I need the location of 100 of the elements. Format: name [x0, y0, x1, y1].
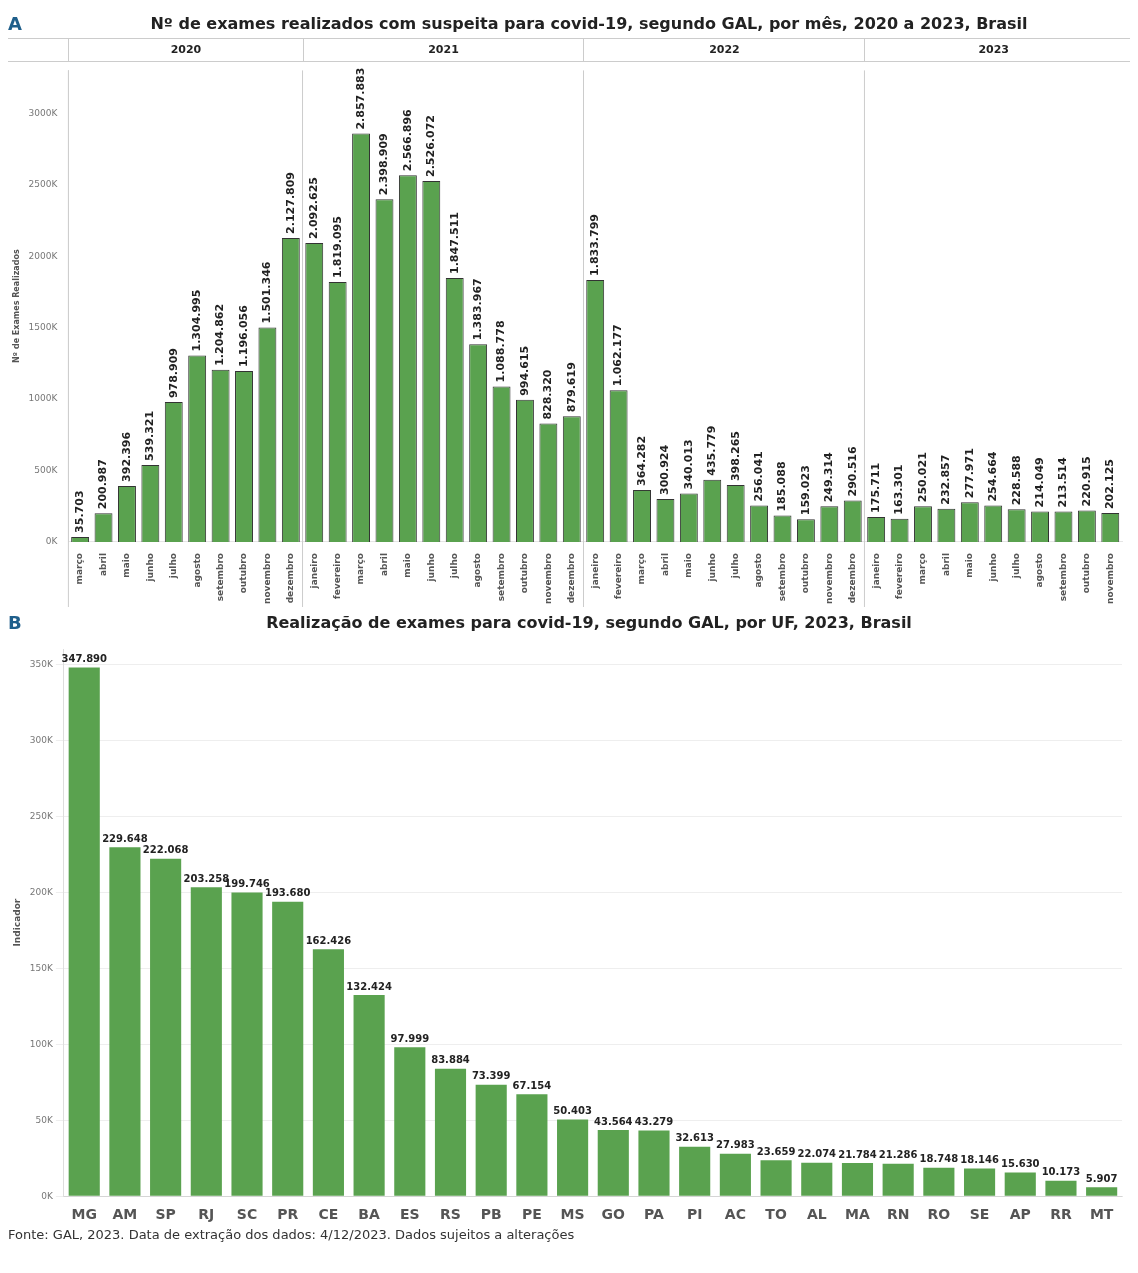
source-note: Fonte: GAL, 2023. Data de extração dos dados: 4/12/2023. Dados sujeitos a alterações	[8, 1227, 576, 1242]
x-tick-label: novembro	[542, 553, 553, 605]
x-tick-label: janeiro	[870, 553, 881, 590]
data-label: 185.088	[775, 461, 789, 512]
y-tick-label: 200K	[29, 886, 54, 897]
x-tick-label: fevereiro	[612, 553, 623, 600]
data-label: 1.819.095	[330, 216, 344, 279]
x-tick-label: março	[355, 553, 366, 585]
x-tick-label: MG	[71, 1206, 97, 1223]
x-tick-label: TO	[765, 1206, 787, 1223]
data-label: 364.282	[634, 435, 648, 486]
data-label: 23.659	[756, 1145, 796, 1157]
x-tick-label: maio	[683, 553, 694, 578]
data-label: 22.074	[797, 1148, 837, 1160]
data-label: 214.049	[1032, 457, 1046, 508]
x-tick-label: julho	[1010, 553, 1021, 580]
data-label: 2.398.909	[377, 133, 391, 196]
data-label: 2.857.883	[353, 67, 367, 130]
bar	[68, 667, 100, 1196]
data-label: 2.566.896	[400, 108, 414, 172]
bar	[923, 1167, 955, 1196]
bar	[1004, 1172, 1036, 1196]
text: A	[8, 12, 23, 34]
x-tick-label: abril	[659, 553, 670, 577]
x-tick-label: novembro	[261, 553, 272, 605]
x-tick-label: BA	[358, 1206, 381, 1223]
x-tick-label: MS	[560, 1206, 585, 1223]
x-tick-label: SC	[236, 1206, 258, 1223]
bar	[312, 949, 344, 1196]
x-tick-label: julho	[168, 553, 179, 580]
data-label: 1.833.799	[588, 213, 602, 276]
x-tick-label: abril	[97, 553, 108, 577]
data-label: 994.615	[517, 345, 531, 396]
data-label: 10.173	[1041, 1166, 1081, 1178]
y-axis-title: Nº de Exames Realizados	[11, 249, 21, 364]
data-label: 879.619	[564, 362, 578, 413]
x-tick-label: MT	[1089, 1206, 1114, 1223]
bar	[434, 1068, 467, 1196]
data-label: 1.088.778	[494, 320, 508, 383]
data-label: 1.196.056	[236, 304, 250, 368]
y-tick-label: 2000K	[28, 250, 59, 261]
data-label: 18.146	[960, 1154, 999, 1166]
y-tick-label: 0K	[45, 536, 59, 547]
x-tick-label: novembro	[1104, 553, 1115, 605]
data-label: 73.399	[471, 1070, 511, 1082]
bar	[597, 1129, 629, 1196]
bar	[760, 1160, 792, 1196]
data-label: 1.304.995	[190, 289, 204, 352]
bar	[841, 1163, 874, 1196]
x-tick-label: SE	[969, 1206, 990, 1223]
x-tick-label: março	[917, 553, 928, 585]
x-tick-label: setembro	[1057, 553, 1068, 602]
data-label: 18.748	[919, 1153, 959, 1165]
data-label: 35.703	[72, 490, 86, 533]
x-tick-label: PI	[686, 1206, 703, 1223]
data-label: 2.127.809	[283, 171, 297, 234]
data-label: 162.426	[305, 934, 352, 946]
x-tick-label: junho	[144, 553, 155, 583]
bar	[353, 994, 385, 1196]
bar	[963, 1168, 996, 1196]
y-tick-label: 50K	[35, 1114, 54, 1125]
data-label: 392.396	[119, 431, 133, 482]
x-tick-label: MA	[845, 1206, 871, 1223]
y-tick-label: 100K	[29, 1038, 54, 1049]
x-tick-label: janeiro	[308, 553, 319, 590]
data-label: 229.648	[102, 832, 148, 844]
data-label: 200.987	[96, 459, 110, 510]
x-tick-label: agosto	[472, 553, 483, 588]
x-tick-label: AP	[1009, 1206, 1031, 1223]
x-tick-label: PR	[277, 1206, 299, 1223]
bar	[231, 892, 263, 1196]
data-label: 50.403	[553, 1105, 592, 1117]
y-tick-label: 500K	[34, 464, 59, 475]
data-label: 277.971	[962, 448, 976, 499]
x-tick-label: agosto	[753, 553, 764, 588]
x-tick-label: maio	[402, 553, 413, 578]
y-tick-label: 0K	[41, 1190, 54, 1201]
x-tick-label: outubro	[1081, 553, 1092, 594]
y-tick-label: 300K	[29, 734, 54, 745]
x-tick-label: AC	[724, 1206, 746, 1223]
bar	[679, 1146, 711, 1196]
bar	[1045, 1180, 1077, 1196]
data-label: 5.907	[1085, 1172, 1118, 1184]
x-tick-label: RJ	[198, 1206, 215, 1223]
data-label: 159.023	[798, 465, 812, 516]
data-label: 232.857	[939, 454, 953, 505]
data-label: 132.424	[346, 980, 392, 992]
y-tick-label: 1000K	[28, 393, 59, 404]
chart-title: Nº de exames realizados com suspeita para covid-19, segundo GAL, por mês, 2020 a 2023, Brasil	[149, 13, 1029, 33]
text: 2021	[302, 39, 584, 61]
data-label: 213.514	[1056, 457, 1070, 508]
data-label: 1.204.862	[213, 303, 227, 366]
text: 2020	[68, 39, 303, 61]
x-tick-label: setembro	[776, 553, 787, 602]
data-label: 27.983	[716, 1139, 755, 1151]
x-tick-label: GO	[601, 1206, 626, 1223]
x-tick-label: agosto	[191, 553, 202, 588]
data-label: 250.021	[915, 452, 929, 503]
bar	[882, 1163, 914, 1196]
y-tick-label: 1500K	[28, 321, 59, 332]
